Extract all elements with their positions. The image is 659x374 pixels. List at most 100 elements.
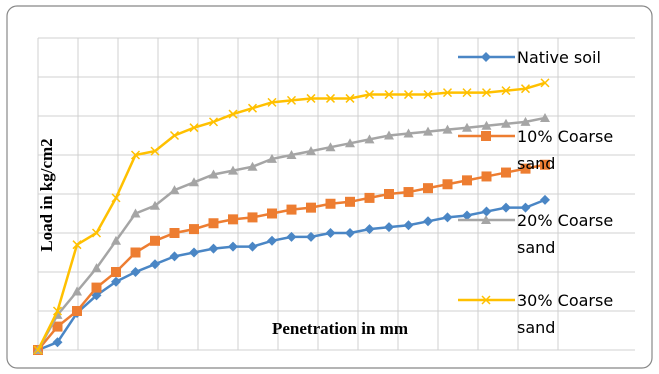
marker [442,124,453,134]
marker [520,202,531,213]
marker [306,93,316,103]
marker [462,122,472,132]
marker [462,175,472,186]
marker [540,112,550,122]
marker [442,179,453,190]
marker [306,146,316,156]
marker [286,231,297,242]
marker [72,306,82,316]
marker [384,222,394,233]
marker [247,161,258,171]
marker [208,218,219,229]
marker [228,241,238,252]
marker [345,196,355,207]
marker [33,345,43,355]
marker [345,228,355,238]
marker [247,241,258,252]
marker [325,142,336,152]
marker [481,215,491,224]
marker [208,169,219,179]
marker [442,212,453,223]
marker [481,171,492,182]
marker [189,177,199,187]
marker [325,93,336,103]
marker [267,153,277,163]
marker [520,163,531,174]
marker [462,210,472,221]
marker [481,131,491,141]
marker [325,198,336,209]
marker [364,134,375,144]
marker [481,88,492,98]
marker [247,212,258,223]
marker [345,138,355,148]
marker [111,193,121,203]
marker [169,228,180,238]
marker [501,118,511,128]
marker [286,204,297,215]
marker [130,267,141,277]
marker [345,93,355,103]
marker [481,52,491,62]
marker [189,123,199,133]
legend-label: 10% Coarse sand [517,127,613,173]
marker [384,130,394,140]
marker [403,220,414,231]
marker [501,86,511,96]
marker [130,208,141,218]
marker [481,206,492,217]
marker [208,243,219,254]
marker [189,247,199,258]
marker [423,216,433,227]
marker [501,167,511,178]
marker [208,117,219,127]
marker [52,337,63,348]
marker [52,306,63,316]
marker [423,90,433,100]
marker [72,286,82,296]
chart-border [6,5,653,369]
marker [286,150,297,159]
marker [286,95,297,105]
marker [540,194,550,205]
legend-label: 20% Coarse sand [517,211,613,257]
marker [423,183,433,194]
marker [462,88,472,98]
marker [150,235,160,246]
marker [540,159,550,170]
y-axis-title: Load in kg/cm2 [37,138,56,251]
marker [384,90,394,100]
marker [150,146,160,156]
marker [325,228,336,238]
marker [111,276,121,287]
marker [364,192,375,203]
marker [540,78,550,88]
marker [130,150,141,160]
marker [384,189,394,199]
marker [520,84,531,94]
marker [130,247,141,258]
legend-label: 30% Coarse sand [517,291,613,337]
marker [52,321,63,332]
legend: Native soil 10% Coarse sand 20% Coarse sand 3… [458,48,613,337]
marker [189,224,199,235]
marker [91,263,102,273]
marker [403,90,414,100]
plot [33,78,550,355]
marker [169,251,180,262]
marker [169,185,180,195]
marker [91,228,102,238]
marker [111,235,121,245]
marker [91,282,102,293]
marker [306,231,316,242]
marker [111,267,121,277]
marker [501,202,511,213]
marker [150,200,160,210]
x-axis-title: Penetration in mm [272,319,408,338]
marker [481,295,491,305]
marker [306,202,316,213]
marker [72,240,82,250]
marker [267,97,277,107]
marker [442,88,453,98]
